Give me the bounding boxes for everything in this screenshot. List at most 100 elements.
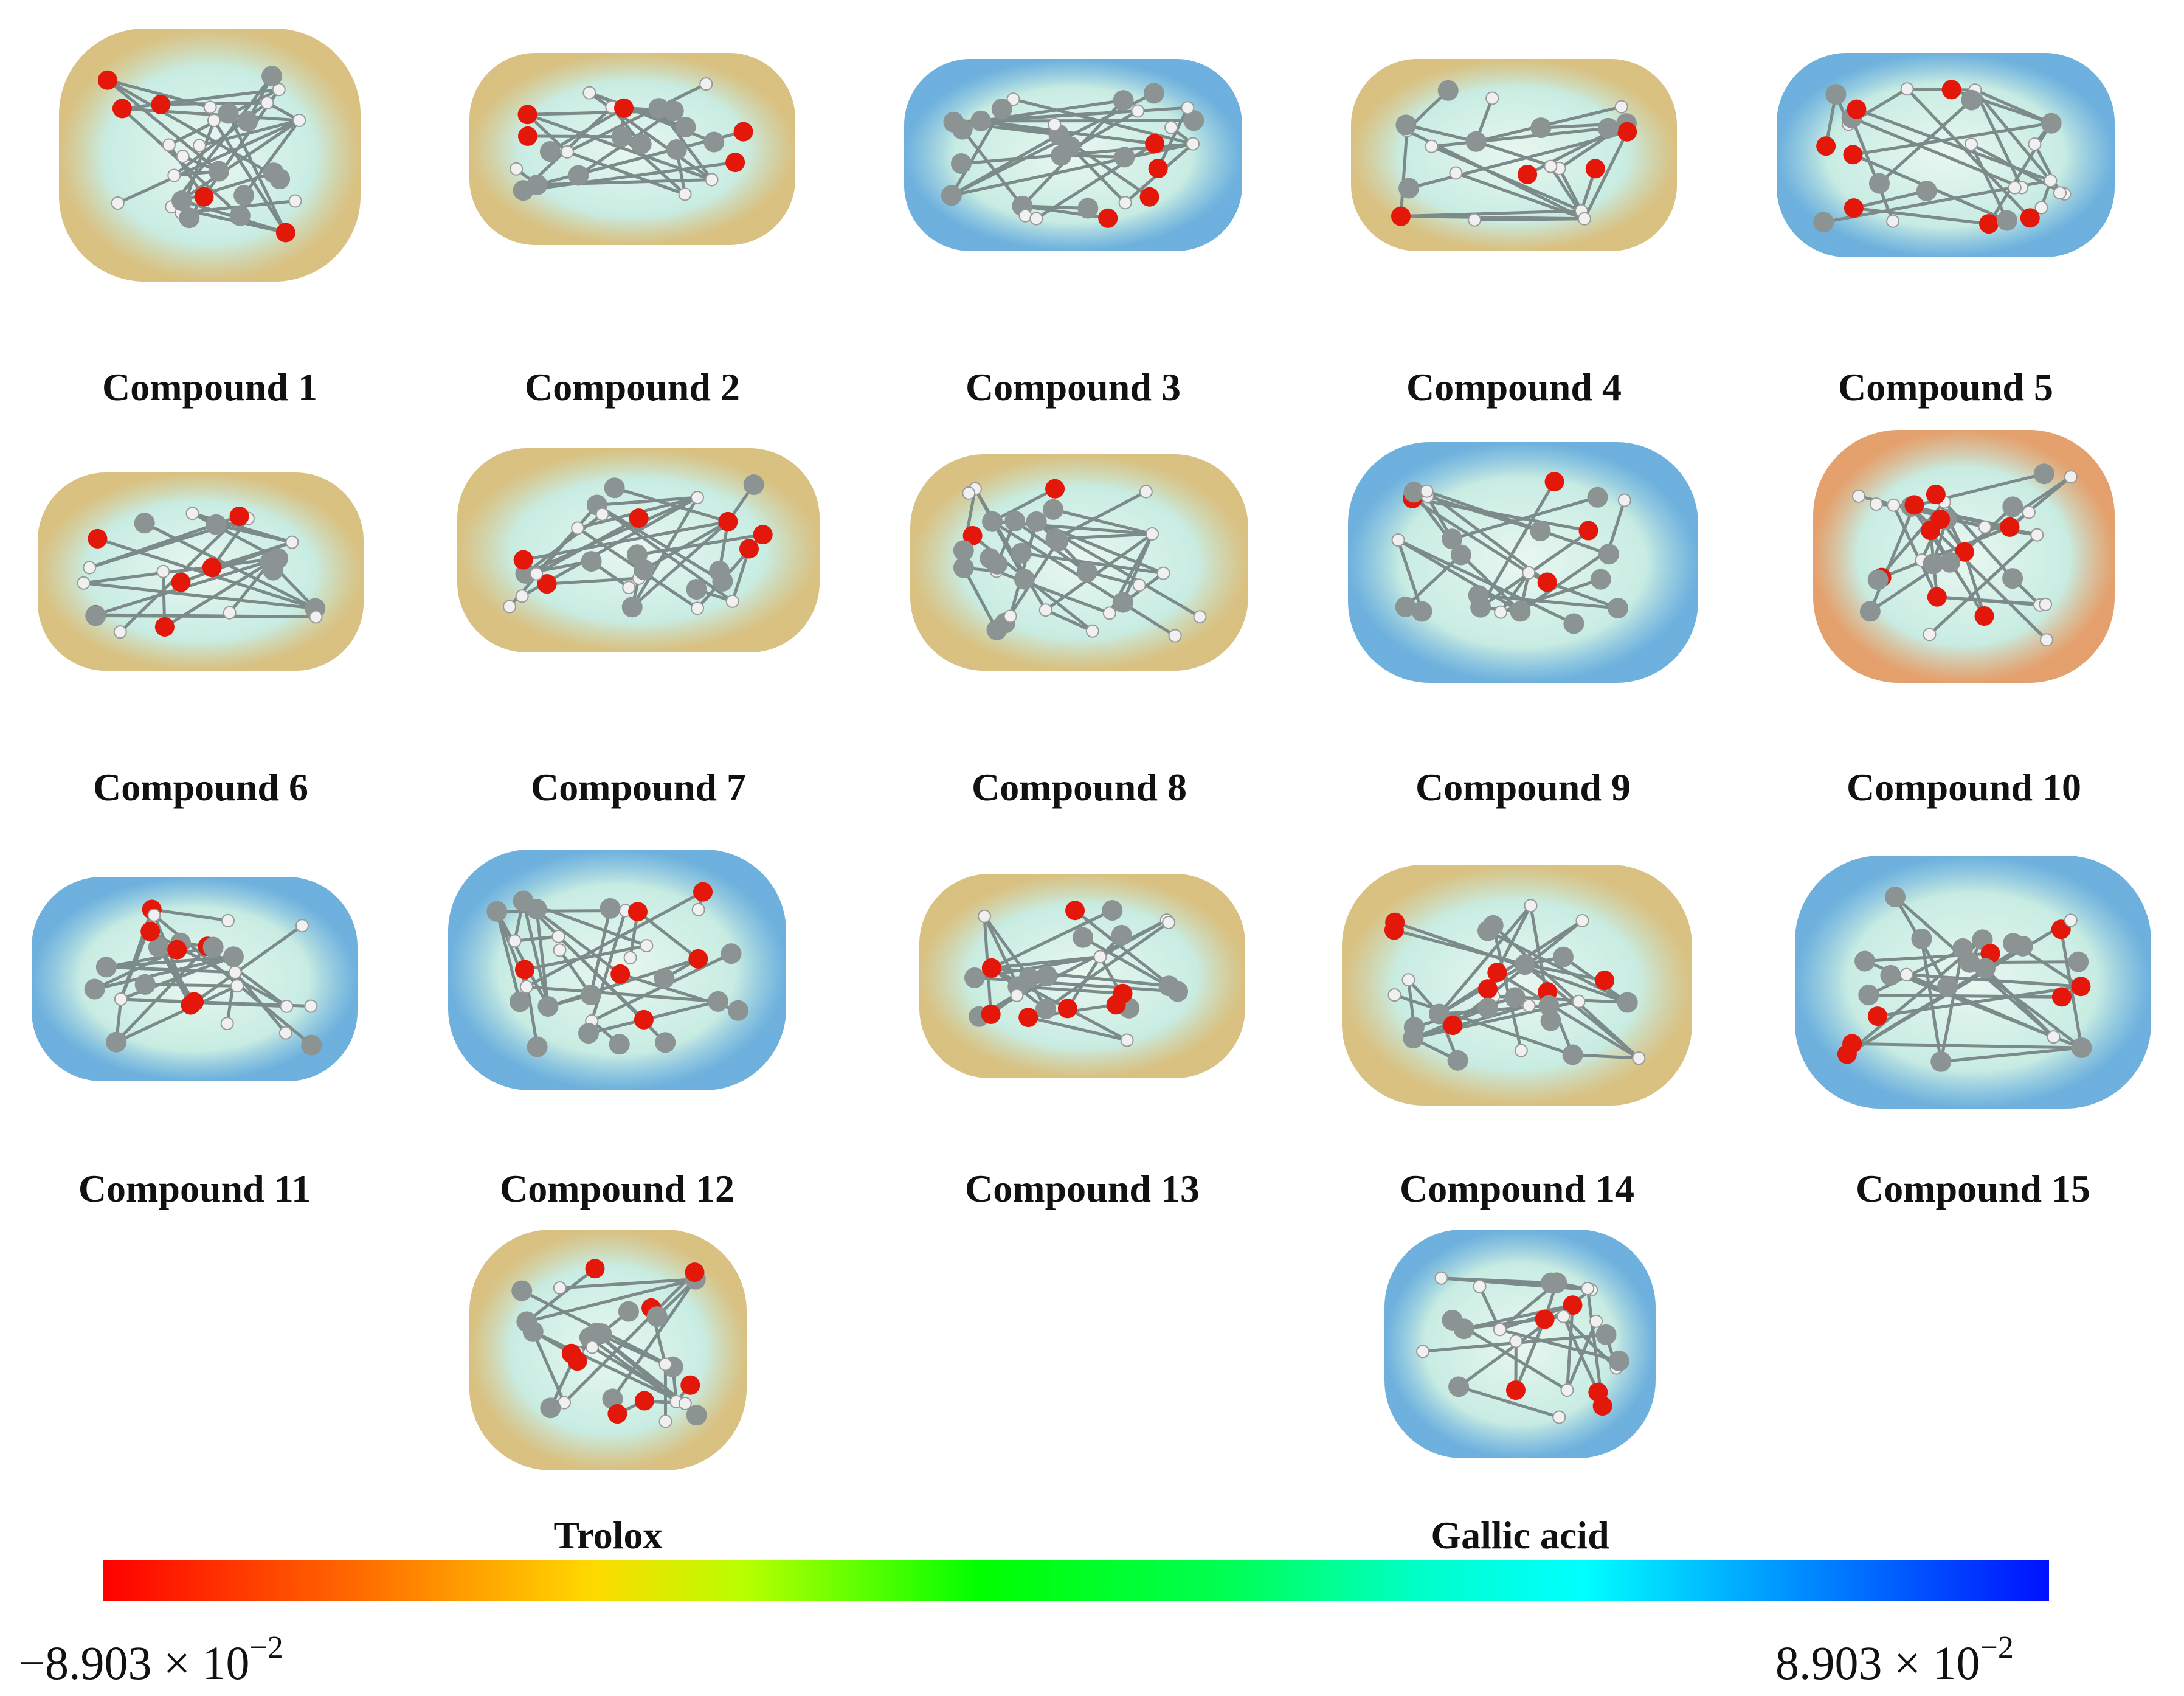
hydrogen-atom — [1085, 624, 1099, 638]
carbon-atom — [655, 1032, 676, 1053]
bond — [523, 161, 736, 192]
hydrogen-atom — [595, 507, 609, 521]
bond — [1496, 971, 1640, 1060]
hydrogen-atom — [586, 1340, 600, 1354]
bond — [526, 985, 719, 1003]
bond — [243, 119, 301, 196]
hydrogen-atom — [640, 939, 654, 953]
molecule-label: Compound 1 — [102, 365, 317, 409]
carbon-atom — [1961, 89, 1982, 111]
hydrogen-atom — [2053, 186, 2067, 200]
carbon-atom — [1597, 117, 1619, 139]
hydrogen-atom — [1093, 950, 1107, 964]
bond — [1907, 87, 1975, 92]
carbon-atom — [1102, 900, 1123, 921]
hydrogen-atom — [551, 929, 565, 943]
oxygen-atom — [567, 1351, 587, 1371]
oxygen-atom — [962, 525, 983, 545]
bond — [106, 965, 235, 974]
carbon-atom — [1047, 531, 1068, 552]
bond — [1906, 88, 2031, 220]
oxygen-atom — [1578, 521, 1598, 541]
carbon-atom — [1111, 924, 1132, 946]
bond — [1853, 206, 1989, 226]
oxygen-atom — [1867, 1006, 1887, 1026]
oxygen-atom — [1477, 979, 1498, 999]
compound-6-surface — [30, 465, 371, 678]
bond — [1056, 532, 1153, 541]
carbon-atom — [1450, 544, 1471, 566]
oxygen-atom — [1487, 963, 1507, 983]
carbon-atom — [527, 1036, 548, 1057]
oxygen-atom — [1595, 971, 1615, 991]
bond — [1851, 116, 2022, 189]
carbon-atom — [646, 1306, 668, 1327]
hydrogen-atom — [1048, 117, 1062, 131]
bond — [1850, 117, 1895, 222]
bond — [1009, 521, 1038, 617]
carbon-atom — [1813, 212, 1834, 233]
compound-5-surface — [1769, 46, 2122, 265]
oxygen-atom — [693, 882, 713, 902]
bond — [974, 976, 1178, 993]
hydrogen-atom — [1493, 1323, 1507, 1337]
carbon-atom — [2041, 112, 2062, 134]
hydrogen-atom — [1181, 101, 1195, 115]
hydrogen-atom — [1557, 1309, 1571, 1323]
bond — [1405, 123, 1477, 144]
carbon-atom — [964, 967, 985, 988]
carbon-atom — [1403, 1028, 1424, 1049]
oxygen-atom — [514, 960, 534, 980]
bond — [1853, 189, 1927, 210]
hydrogen-atom — [1420, 484, 1434, 498]
bond — [1394, 993, 1574, 1056]
bond — [1479, 480, 1556, 608]
bond — [535, 909, 550, 1007]
oxygen-atom — [685, 1262, 705, 1282]
carbon-atom — [950, 153, 972, 174]
bond — [981, 119, 1194, 123]
bond — [1412, 497, 1589, 533]
molecule-label: Compound 14 — [1400, 1167, 1634, 1210]
hydrogen-atom — [280, 999, 294, 1013]
bond — [991, 966, 1169, 988]
bond — [990, 909, 1113, 970]
bond — [1583, 131, 1629, 220]
bond — [1404, 553, 1462, 608]
bond — [167, 144, 206, 198]
carbon-atom — [1073, 927, 1094, 948]
carbon-atom — [1112, 592, 1133, 613]
oxygen-atom — [610, 964, 631, 984]
carbon-atom — [1868, 173, 1890, 194]
carbon-atom — [218, 103, 239, 124]
hydrogen-atom — [203, 100, 217, 114]
hydrogen-atom — [1899, 967, 1913, 981]
bond — [1969, 144, 2009, 221]
carbon-atom — [1076, 561, 1097, 583]
bond — [1414, 995, 1516, 1029]
carbon-atom — [1114, 147, 1135, 168]
hydrogen-atom — [1468, 213, 1482, 227]
hydrogen-atom — [530, 567, 544, 581]
oxygen-atom — [613, 98, 634, 118]
carbon-atom — [202, 936, 224, 958]
hydrogen-atom — [220, 1017, 234, 1031]
oxygen-atom — [680, 1375, 700, 1395]
bond — [973, 488, 1026, 580]
bond — [961, 128, 1024, 207]
hydrogen-atom — [77, 576, 91, 590]
bond — [983, 915, 1031, 979]
oxygen-atom — [140, 921, 161, 941]
carbon-atom — [1043, 499, 1064, 520]
hydrogen-atom — [2022, 505, 2036, 519]
molecule-label: Compound 4 — [1406, 365, 1622, 409]
carbon-atom — [1854, 950, 1876, 972]
bond — [1035, 142, 1156, 220]
bond — [567, 150, 686, 196]
bond — [1920, 938, 1943, 1062]
hydrogen-atom — [223, 606, 237, 620]
bond — [1499, 572, 1530, 614]
carbon-atom — [1077, 198, 1099, 219]
carbon-atom — [1880, 964, 1901, 986]
carbon-atom — [941, 185, 962, 206]
